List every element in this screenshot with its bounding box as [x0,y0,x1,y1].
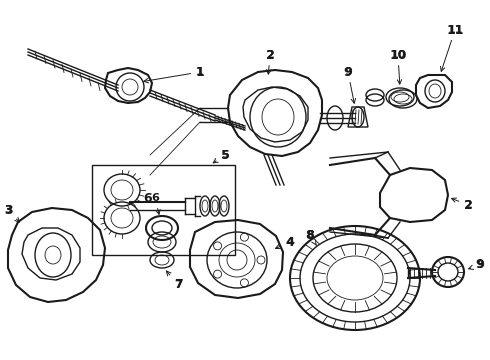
Text: 9: 9 [476,258,484,271]
Text: 9: 9 [344,67,356,103]
Text: 10: 10 [389,49,407,62]
Text: 9: 9 [468,260,484,270]
Text: 8: 8 [306,229,314,242]
Text: 2: 2 [266,50,274,74]
Text: 11: 11 [446,23,464,36]
Text: 7: 7 [173,279,182,292]
Text: 6: 6 [144,192,152,204]
Text: 9: 9 [343,66,352,78]
Text: 1: 1 [196,66,204,78]
Text: 3: 3 [4,205,20,222]
Text: 7: 7 [167,271,182,290]
Text: 10: 10 [391,50,406,84]
Text: 1: 1 [144,67,204,83]
Text: 8: 8 [306,230,316,245]
Text: 3: 3 [4,203,12,216]
Text: 2: 2 [452,198,472,210]
Text: 11: 11 [441,25,463,71]
Text: 5: 5 [220,149,229,162]
Text: 2: 2 [464,198,472,212]
Text: 4: 4 [286,235,294,248]
Text: 2: 2 [266,49,274,62]
Text: 6: 6 [151,193,160,214]
Text: 4: 4 [275,237,294,249]
Text: 5: 5 [213,150,229,163]
